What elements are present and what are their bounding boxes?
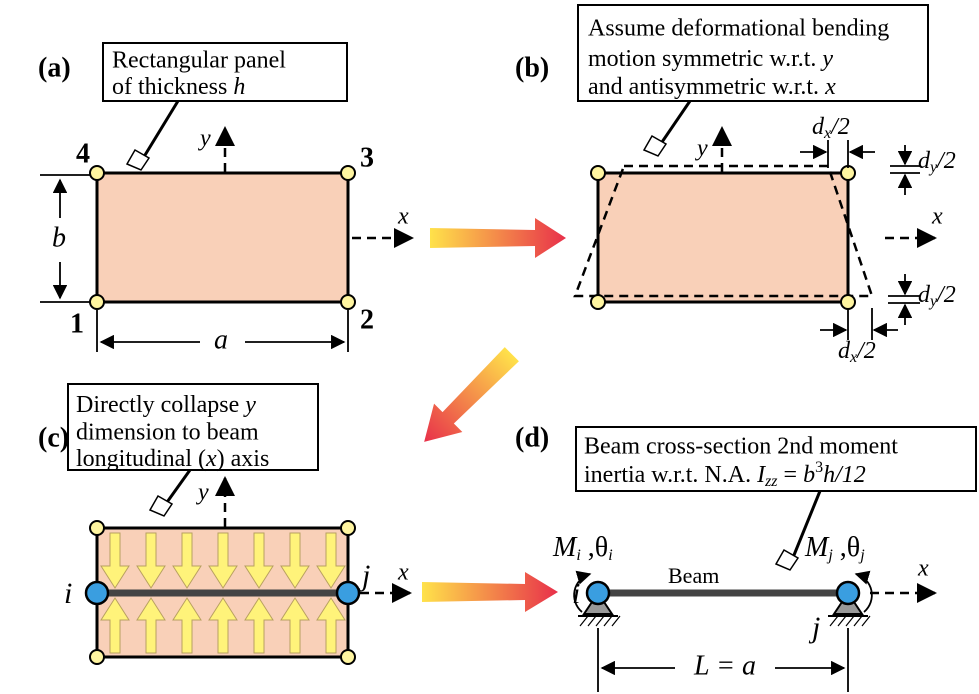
axis-label: x bbox=[397, 204, 409, 230]
beam-label: Beam bbox=[668, 563, 719, 588]
text: i bbox=[608, 547, 612, 564]
corner-label: 3 bbox=[360, 142, 374, 173]
text: ) axis bbox=[217, 446, 270, 472]
axis-label: x bbox=[917, 556, 929, 582]
text: x bbox=[205, 446, 217, 472]
beam-node bbox=[837, 582, 859, 604]
text: motion symmetric w.r.t. bbox=[588, 46, 822, 72]
node-label: i bbox=[572, 577, 580, 610]
corner-node bbox=[341, 650, 355, 664]
corner-label: 2 bbox=[360, 304, 374, 335]
dim-label: dy/2 bbox=[918, 282, 956, 310]
axis-label: y bbox=[196, 480, 209, 506]
corner-node bbox=[90, 521, 104, 535]
corner-label: 4 bbox=[76, 138, 90, 169]
corner-node bbox=[591, 295, 605, 309]
text: and antisymmetric w.r.t. bbox=[588, 74, 825, 100]
dim-label: b bbox=[52, 222, 66, 253]
text: x bbox=[823, 125, 831, 142]
panel-label: (b) bbox=[515, 52, 549, 83]
text: j bbox=[858, 547, 865, 564]
text: /2 bbox=[935, 282, 956, 308]
callout-line: dimension to beam bbox=[76, 420, 259, 446]
axis-label: y bbox=[198, 126, 211, 152]
text: h bbox=[233, 74, 245, 100]
pointer bbox=[165, 470, 190, 505]
beam-node bbox=[587, 582, 609, 604]
text: b bbox=[803, 462, 815, 488]
node-label: j bbox=[808, 611, 820, 644]
axis-label: x bbox=[931, 204, 943, 230]
callout-line: longitudinal (x) axis bbox=[76, 446, 269, 472]
moment-label: Mj ,θj bbox=[804, 532, 865, 563]
pointer bbox=[142, 101, 178, 160]
moment-label: Mi ,θi bbox=[552, 532, 613, 563]
text: Directly collapse bbox=[76, 392, 245, 418]
corner-label: 1 bbox=[70, 308, 84, 339]
dim-label: dy/2 bbox=[918, 148, 956, 176]
corner-node bbox=[341, 295, 355, 309]
axis-label: x bbox=[397, 560, 409, 586]
text: 3 bbox=[815, 459, 823, 476]
axis-label: y bbox=[695, 136, 708, 162]
text: = bbox=[778, 462, 804, 488]
corner-node bbox=[90, 166, 104, 180]
dim-label: a bbox=[214, 324, 228, 355]
text: /2 bbox=[855, 338, 876, 364]
text: h/12 bbox=[823, 462, 866, 488]
text: inertia w.r.t. N.A. bbox=[584, 462, 757, 488]
text: zz bbox=[764, 473, 778, 490]
corner-node bbox=[90, 295, 104, 309]
corner-node bbox=[841, 166, 855, 180]
callout-line: of thickness h bbox=[112, 74, 245, 100]
flow-arrow bbox=[430, 218, 566, 258]
text: M bbox=[552, 532, 578, 563]
beam-node bbox=[86, 582, 108, 604]
text: y bbox=[243, 392, 256, 418]
panel-label: (d) bbox=[515, 422, 549, 453]
dim-label: dx/2 bbox=[838, 338, 876, 366]
panel-label: (c) bbox=[38, 422, 69, 453]
corner-node bbox=[341, 166, 355, 180]
callout-line: Beam cross-section 2nd moment bbox=[584, 434, 898, 460]
pointer bbox=[660, 101, 690, 145]
corner-node bbox=[341, 521, 355, 535]
callout-line: inertia w.r.t. N.A. Izz = b3h/12 bbox=[584, 459, 866, 490]
corner-node bbox=[591, 166, 605, 180]
callout-line: and antisymmetric w.r.t. x bbox=[588, 74, 836, 100]
dim-label: L = a bbox=[693, 650, 756, 681]
callout-line: Rectangular panel bbox=[112, 48, 286, 74]
text: y bbox=[820, 46, 833, 72]
callout-line: Assume deformational bending bbox=[588, 16, 889, 42]
text: ,θ bbox=[833, 532, 860, 563]
text: /2 bbox=[829, 114, 850, 140]
text: longitudinal ( bbox=[76, 446, 206, 472]
callout-line: motion symmetric w.r.t. y bbox=[588, 46, 833, 72]
dim-label: dx/2 bbox=[812, 114, 850, 142]
panel-label: (a) bbox=[38, 52, 71, 83]
text: of thickness bbox=[112, 74, 233, 100]
hatch bbox=[580, 616, 870, 626]
text: M bbox=[804, 532, 830, 563]
corner-node bbox=[841, 295, 855, 309]
node-label: j bbox=[358, 559, 370, 592]
text: x bbox=[824, 74, 836, 100]
diagram: (a) y x 4 3 1 2 b a Rectangular panel of… bbox=[0, 0, 979, 694]
flow-arrow bbox=[410, 340, 526, 456]
text: ,θ bbox=[581, 532, 608, 563]
text: x bbox=[849, 349, 857, 366]
flow-arrow bbox=[422, 572, 558, 612]
callout-line: Directly collapse y bbox=[76, 392, 256, 418]
beam-node bbox=[337, 582, 359, 604]
corner-node bbox=[90, 650, 104, 664]
plate bbox=[598, 173, 848, 302]
text: /2 bbox=[935, 148, 956, 174]
node-label: i bbox=[64, 577, 72, 610]
plate bbox=[97, 173, 348, 302]
